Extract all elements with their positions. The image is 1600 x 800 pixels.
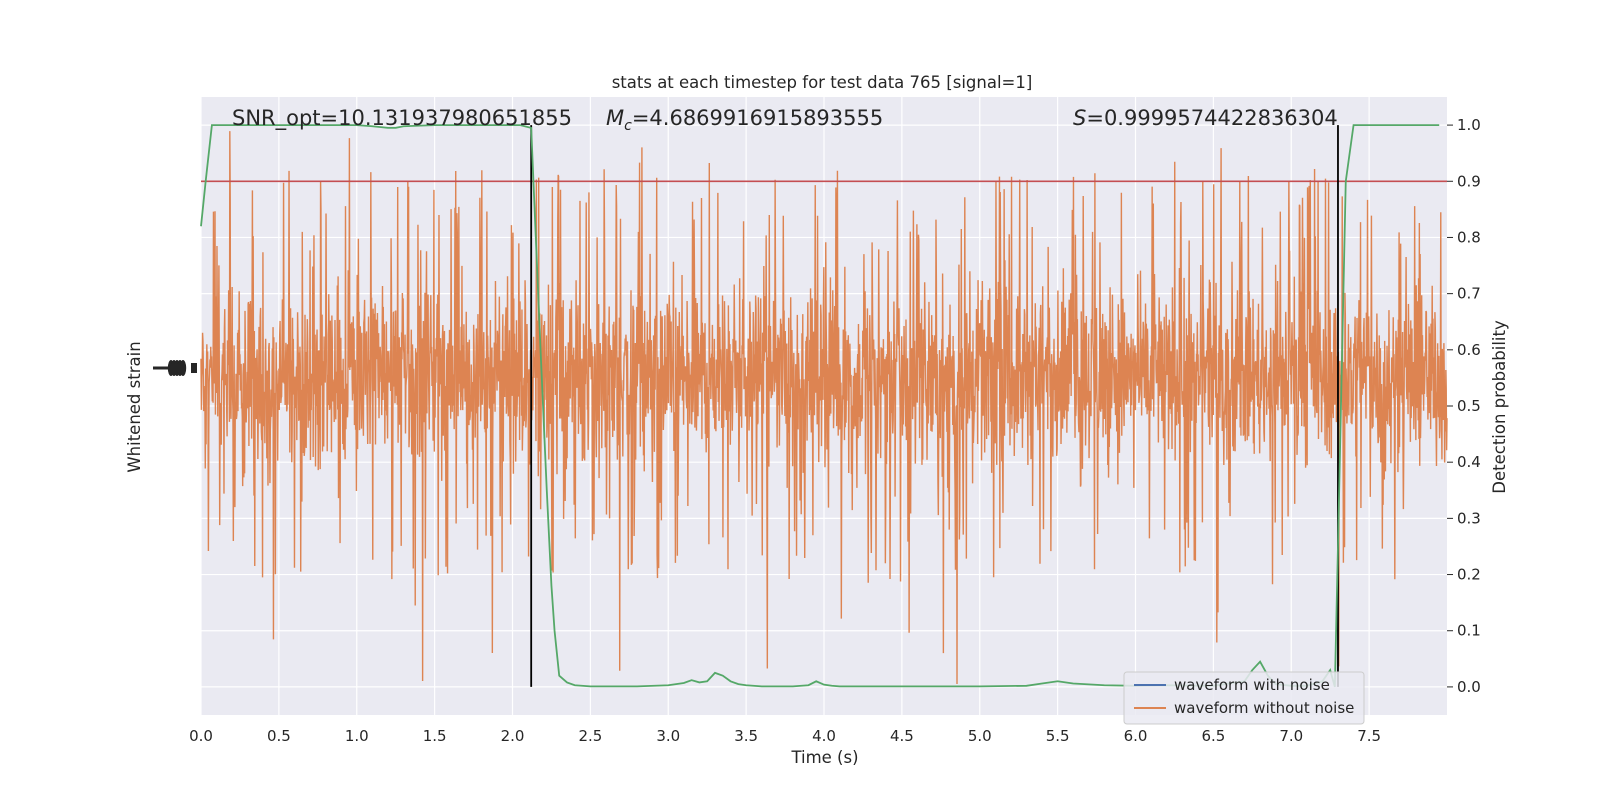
waveform-without-noise-series <box>200 131 1448 684</box>
legend-label-without-noise: waveform without noise <box>1174 699 1354 717</box>
y-tick-label: 0.3 <box>1457 509 1481 527</box>
left-axis-label: Whitened strain <box>125 341 144 472</box>
x-tick-label: 4.5 <box>890 727 914 745</box>
x-tick-label: 1.0 <box>345 727 369 745</box>
x-tick-label: 0.5 <box>267 727 291 745</box>
x-tick-label: 1.5 <box>423 727 447 745</box>
x-axis-ticks: 0.0 0.5 1.0 1.5 2.0 2.5 3.0 3.5 4.0 4.5 5.0 5.5 6.0 6… <box>189 727 1381 745</box>
s-value: =0.9999574422836304 <box>1086 106 1337 130</box>
chirp-mass-annotation: Mc=4.6869916915893555 <box>606 106 883 134</box>
score-annotation: S=0.9999574422836304 <box>1073 106 1338 130</box>
right-axis-ticks: 0.0 0.1 0.2 0.3 0.4 0.5 0.6 0.7 0.8 0.9 1.0 <box>1447 116 1481 696</box>
mc-subscript: c <box>624 118 632 134</box>
event-markers <box>530 125 1339 687</box>
x-tick-label: 0.0 <box>189 727 213 745</box>
y-tick-label: 0.0 <box>1457 678 1481 696</box>
x-tick-label: 4.0 <box>812 727 836 745</box>
x-tick-label: 7.5 <box>1357 727 1381 745</box>
y-tick-label: 0.2 <box>1457 566 1481 584</box>
legend-label-with-noise: waveform with noise <box>1174 676 1330 694</box>
x-axis-label: Time (s) <box>790 748 858 767</box>
x-tick-label: 5.0 <box>968 727 992 745</box>
right-axis-label: Detection probability <box>1490 320 1509 494</box>
x-tick-label: 3.0 <box>656 727 680 745</box>
y-tick-label: 0.4 <box>1457 453 1481 471</box>
y-tick-label: 0.5 <box>1457 397 1481 415</box>
y-tick-label: 0.6 <box>1457 341 1481 359</box>
legend: waveform with noise waveform without noi… <box>1123 671 1365 725</box>
s-symbol: S <box>1073 106 1086 130</box>
snr-annotation: SNR_opt=10.131937980651855 <box>232 106 572 131</box>
left-tick-glyph <box>179 360 187 376</box>
x-tick-label: 2.0 <box>501 727 525 745</box>
left-tick-mark <box>191 363 197 373</box>
x-tick-label: 3.5 <box>734 727 758 745</box>
y-tick-label: 0.8 <box>1457 228 1481 246</box>
left-tick-dash <box>153 366 171 370</box>
y-tick-label: 1.0 <box>1457 116 1481 134</box>
x-tick-label: 6.5 <box>1201 727 1225 745</box>
waveform-without-noise-line <box>200 131 1448 684</box>
mc-value: =4.6869916915893555 <box>632 106 883 130</box>
left-axis-ticks <box>153 360 197 376</box>
x-tick-label: 2.5 <box>578 727 602 745</box>
mc-symbol: M <box>606 106 624 130</box>
legend-box <box>1123 671 1365 725</box>
y-tick-label: 0.7 <box>1457 285 1481 303</box>
chart-title: stats at each timestep for test data 765… <box>612 73 1033 92</box>
y-tick-label: 0.9 <box>1457 172 1481 190</box>
x-tick-label: 7.0 <box>1279 727 1303 745</box>
y-tick-label: 0.1 <box>1457 622 1481 640</box>
x-tick-label: 6.0 <box>1124 727 1148 745</box>
x-tick-label: 5.5 <box>1046 727 1070 745</box>
